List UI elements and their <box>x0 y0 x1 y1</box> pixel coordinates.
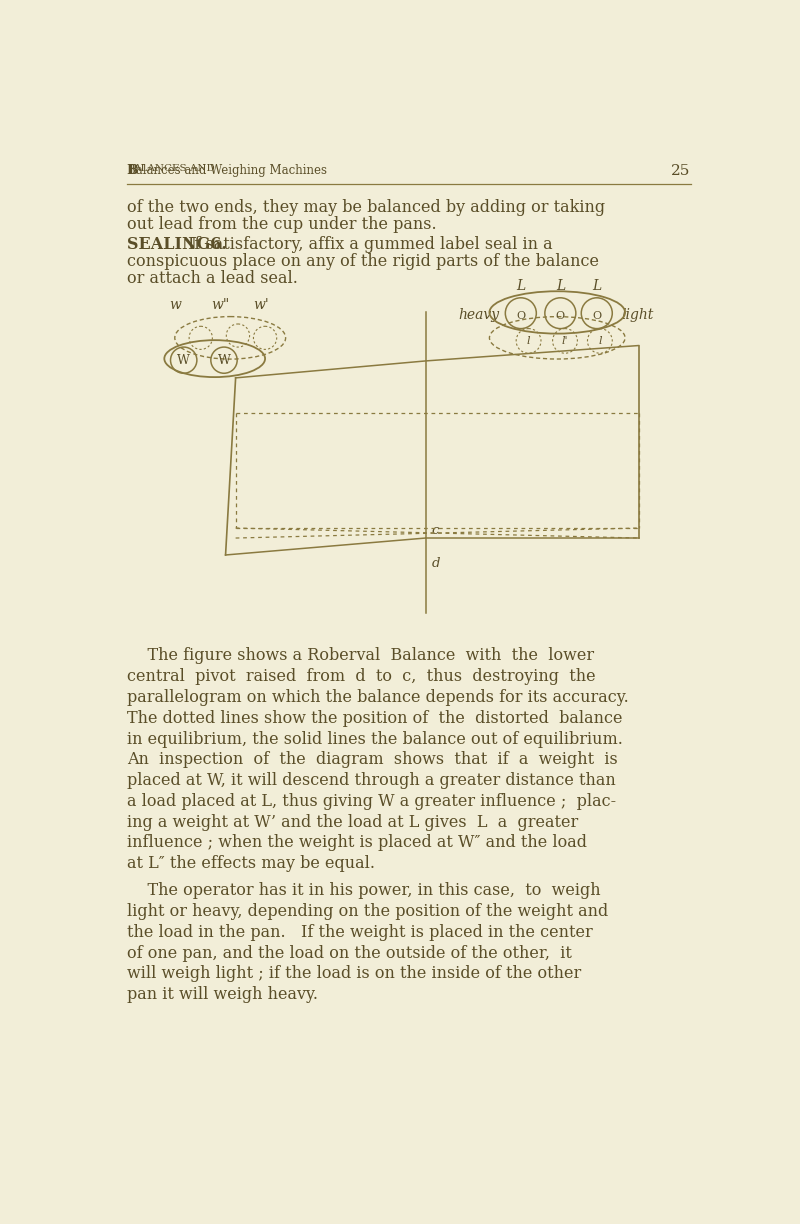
Text: W: W <box>218 354 230 367</box>
Text: placed at W, it will descend through a greater distance than: placed at W, it will descend through a g… <box>127 772 616 789</box>
Text: light or heavy, depending on the position of the weight and: light or heavy, depending on the positio… <box>127 903 608 920</box>
Text: O: O <box>592 311 602 321</box>
Text: of one pan, and the load on the outside of the other,  it: of one pan, and the load on the outside … <box>127 945 572 962</box>
Text: Balances and Weighing Machines: Balances and Weighing Machines <box>127 164 327 176</box>
Text: d: d <box>432 557 440 569</box>
Text: l: l <box>598 335 602 346</box>
Text: L: L <box>516 279 526 294</box>
Text: L: L <box>592 279 602 294</box>
Text: L: L <box>556 279 565 294</box>
Text: conspicuous place on any of the rigid parts of the balance: conspicuous place on any of the rigid pa… <box>127 253 599 271</box>
Text: central  pivot  raised  from  d  to  c,  thus  destroying  the: central pivot raised from d to c, thus d… <box>127 668 596 685</box>
Text: heavy: heavy <box>458 307 499 322</box>
Text: An  inspection  of  the  diagram  shows  that  if  a  weight  is: An inspection of the diagram shows that … <box>127 752 618 769</box>
Text: ALANCES AND: ALANCES AND <box>134 164 215 173</box>
Text: of the two ends, they may be balanced by adding or taking: of the two ends, they may be balanced by… <box>127 200 606 217</box>
Text: SEALING6.: SEALING6. <box>127 236 227 253</box>
Text: l: l <box>527 335 530 346</box>
Text: ing a weight at W’ and the load at L gives  L  a  greater: ing a weight at W’ and the load at L giv… <box>127 814 578 831</box>
Text: The dotted lines show the position of  the  distorted  balance: The dotted lines show the position of th… <box>127 710 622 727</box>
Text: 25: 25 <box>671 164 690 177</box>
Text: The figure shows a Roberval  Balance  with  the  lower: The figure shows a Roberval Balance with… <box>127 647 594 665</box>
Text: light: light <box>622 307 654 322</box>
Text: out lead from the cup under the pans.: out lead from the cup under the pans. <box>127 217 437 234</box>
Text: will weigh light ; if the load is on the inside of the other: will weigh light ; if the load is on the… <box>127 966 582 983</box>
Text: w: w <box>170 299 181 312</box>
Text: O: O <box>516 311 526 321</box>
Text: If satisfactory, affix a gummed label seal in a: If satisfactory, affix a gummed label se… <box>188 236 553 253</box>
Text: l': l' <box>562 335 568 346</box>
Text: pan it will weigh heavy.: pan it will weigh heavy. <box>127 987 318 1004</box>
Text: O: O <box>556 311 565 321</box>
Text: c: c <box>432 524 439 536</box>
Text: at L″ the effects may be equal.: at L″ the effects may be equal. <box>127 856 375 873</box>
Text: B: B <box>127 164 138 176</box>
Text: parallelogram on which the balance depends for its accuracy.: parallelogram on which the balance depen… <box>127 689 629 706</box>
Text: w": w" <box>211 299 230 312</box>
Text: a load placed at L, thus giving W a greater influence ;  plac-: a load placed at L, thus giving W a grea… <box>127 793 616 810</box>
Text: influence ; when the weight is placed at W″ and the load: influence ; when the weight is placed at… <box>127 835 587 852</box>
Text: in equilibrium, the solid lines the balance out of equilibrium.: in equilibrium, the solid lines the bala… <box>127 731 623 748</box>
Text: The operator has it in his power, in this case,  to  weigh: The operator has it in his power, in thi… <box>127 883 601 900</box>
Text: W: W <box>178 354 190 367</box>
Text: or attach a lead seal.: or attach a lead seal. <box>127 271 298 288</box>
Text: w': w' <box>254 299 269 312</box>
Text: the load in the pan.   If the weight is placed in the center: the load in the pan. If the weight is pl… <box>127 924 593 941</box>
